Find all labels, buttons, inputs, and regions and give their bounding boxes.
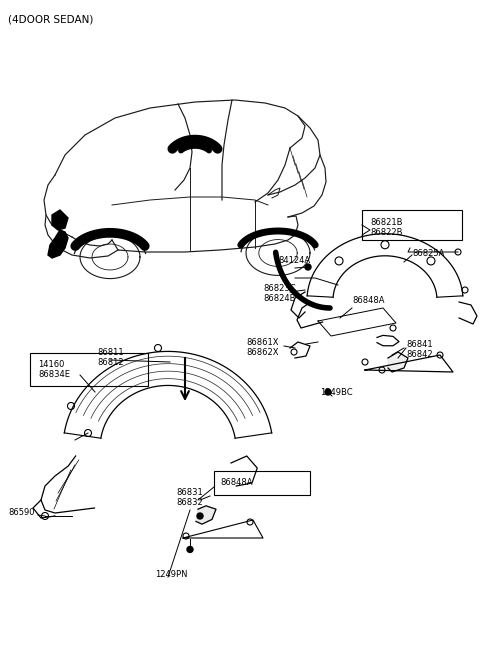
Polygon shape bbox=[196, 506, 216, 524]
Text: 1249BC: 1249BC bbox=[320, 388, 353, 397]
Text: 86823C
86824B: 86823C 86824B bbox=[263, 284, 296, 303]
Text: 86861X
86862X: 86861X 86862X bbox=[246, 338, 278, 358]
Circle shape bbox=[197, 513, 203, 519]
Bar bbox=[30, 353, 148, 386]
Text: 86825A: 86825A bbox=[412, 249, 444, 258]
Text: 14160
86834E: 14160 86834E bbox=[38, 360, 70, 379]
Text: 86841
86842: 86841 86842 bbox=[406, 340, 432, 360]
Text: 86848A: 86848A bbox=[220, 478, 252, 487]
Bar bbox=[362, 210, 462, 240]
Text: 86848A: 86848A bbox=[352, 296, 384, 305]
Bar bbox=[214, 471, 310, 495]
Text: 86811
86812: 86811 86812 bbox=[97, 348, 124, 367]
Text: 86590: 86590 bbox=[8, 508, 35, 517]
Polygon shape bbox=[52, 210, 68, 230]
Text: 84124A: 84124A bbox=[278, 256, 310, 265]
Polygon shape bbox=[388, 352, 408, 372]
Text: 1249PN: 1249PN bbox=[155, 570, 188, 579]
Circle shape bbox=[325, 389, 331, 395]
Circle shape bbox=[305, 264, 311, 270]
Text: 86831
86832: 86831 86832 bbox=[176, 488, 203, 508]
Circle shape bbox=[187, 546, 193, 552]
Text: (4DOOR SEDAN): (4DOOR SEDAN) bbox=[8, 14, 94, 24]
Text: 86821B
86822B: 86821B 86822B bbox=[370, 218, 403, 237]
Polygon shape bbox=[48, 230, 68, 258]
